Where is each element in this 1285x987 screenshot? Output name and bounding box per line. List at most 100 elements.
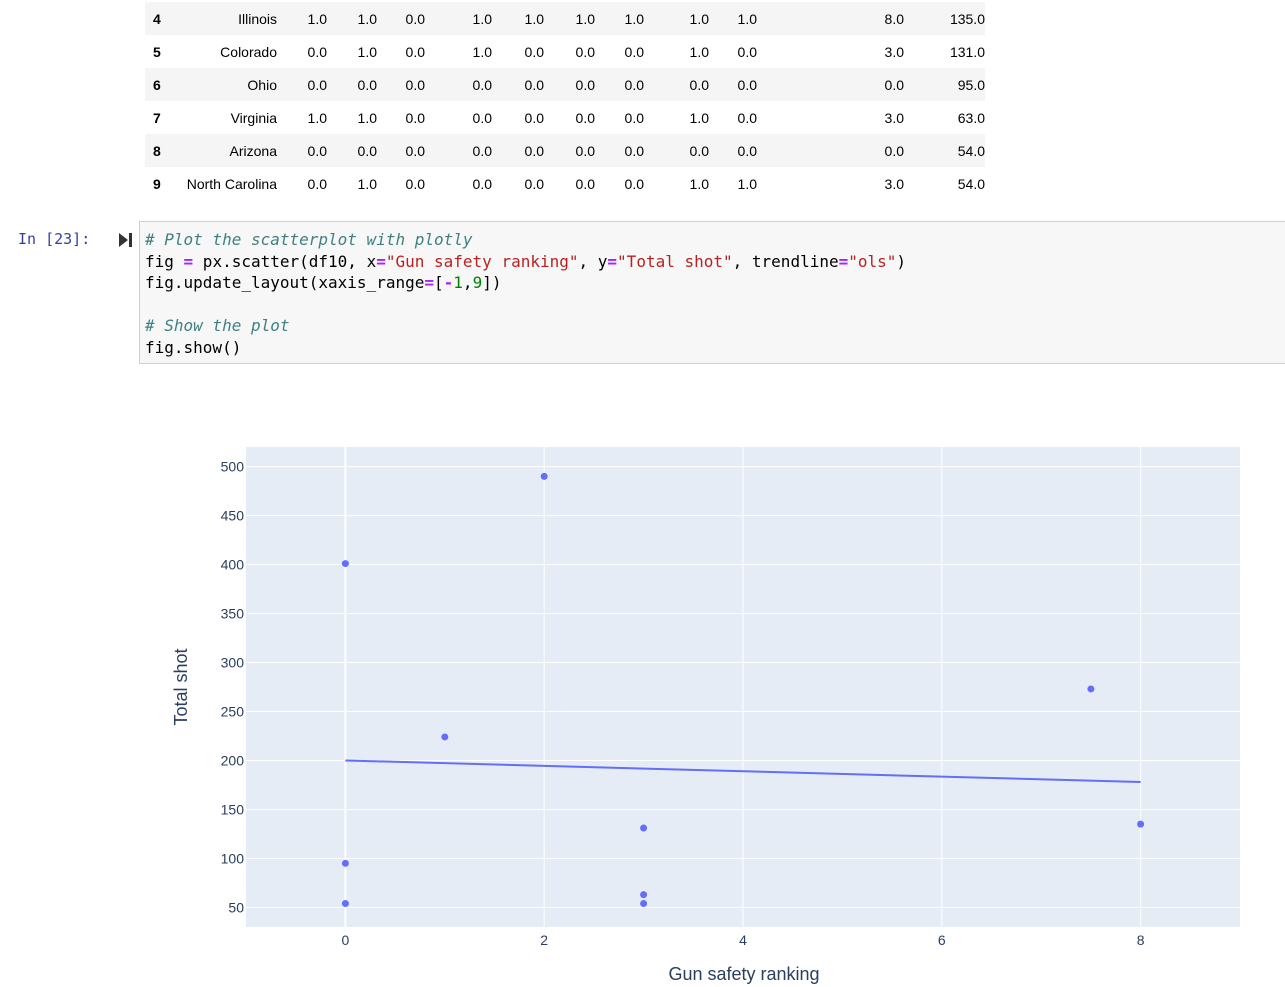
scatter-point[interactable]	[540, 472, 548, 480]
code-token: ])	[482, 273, 502, 293]
code-token: -	[443, 273, 454, 293]
x-axis-title: Gun safety ranking	[668, 964, 819, 984]
scatter-point[interactable]	[441, 733, 449, 741]
value-cell-ranking: 3.0	[884, 43, 904, 60]
value-cell-c9: 1.0	[709, 2, 757, 35]
code-text[interactable]: # Plot the scatterplot with plotly fig =…	[145, 229, 906, 359]
state-cell: Illinois	[175, 2, 277, 35]
y-tick-label: 500	[221, 459, 245, 475]
value-cell-c6: 0.0	[544, 68, 595, 101]
ols-trendline[interactable]	[345, 759, 1141, 784]
row-index: 5	[153, 43, 161, 60]
value-cell-c4: 1.0	[472, 43, 492, 60]
scatter-point[interactable]	[640, 824, 648, 832]
code-token: , trendline	[732, 251, 839, 271]
value-cell-c1: 0.0	[277, 68, 327, 101]
y-tick-label: 100	[221, 850, 245, 866]
y-tick-label: 300	[221, 655, 245, 671]
points-layer	[341, 472, 1145, 907]
state-cell: Ohio	[175, 68, 277, 101]
dataframe-body: 4 Illinois 1.0 1.0 0.0 1.0 1.0 1.0 1.0 1.0 1.0 8.0 1…	[145, 2, 985, 200]
value-cell-c9: 0.0	[709, 68, 757, 101]
scatter-point[interactable]	[640, 891, 648, 899]
code-token: =	[607, 251, 618, 271]
value-cell-total: 131.0	[949, 43, 985, 60]
code-token: # Show the plot	[145, 316, 290, 336]
value-cell-c3: 0.0	[405, 175, 425, 192]
value-cell-c3: 0.0	[405, 43, 425, 60]
value-cell-total: 135.0	[904, 2, 985, 35]
value-cell-total: 95.0	[904, 68, 985, 101]
value-cell-c2: 1.0	[357, 175, 377, 192]
value-cell-c6: 0.0	[575, 175, 595, 192]
value-cell-c6: 0.0	[544, 134, 595, 167]
value-cell-c9: 0.0	[737, 109, 757, 126]
value-cell-c8: 1.0	[689, 175, 709, 192]
value-cell-c8: 0.0	[644, 68, 709, 101]
code-token: =	[183, 251, 194, 271]
code-cell-editor[interactable]: # Plot the scatterplot with plotly fig =…	[139, 221, 1285, 364]
scatter-point[interactable]	[341, 560, 349, 568]
scatter-point[interactable]	[640, 899, 648, 907]
value-cell-c9: 0.0	[737, 43, 757, 60]
value-cell-c6: 1.0	[544, 2, 595, 35]
value-cell-c1: 0.0	[277, 134, 327, 167]
code-token: =	[424, 273, 434, 293]
value-cell-c5: 0.0	[492, 134, 544, 167]
value-cell-c5: 0.0	[492, 68, 544, 101]
row-index: 8	[145, 134, 175, 167]
value-cell-c7: 1.0	[595, 2, 644, 35]
value-cell-c3: 0.0	[377, 2, 425, 35]
table-row: 6 Ohio 0.0 0.0 0.0 0.0 0.0 0.0 0.0 0.0 0.0 0.0 95.0	[145, 68, 985, 101]
code-token: "Total shot"	[617, 251, 733, 271]
code-token: )	[896, 251, 907, 271]
y-tick-label: 200	[221, 752, 245, 768]
code-token: 1	[453, 273, 463, 293]
trendline-layer	[345, 759, 1141, 784]
table-row: 5 Colorado 0.0 1.0 0.0 1.0 0.0 0.0 0.0 1.0 0.0 3.0 1…	[145, 35, 985, 68]
value-cell-total: 63.0	[957, 109, 985, 126]
code-token: 9	[472, 273, 483, 293]
code-token: ,	[462, 273, 473, 293]
x-tick-label: 0	[342, 932, 350, 948]
scatter-point[interactable]	[1137, 820, 1145, 828]
code-token: , y	[578, 251, 608, 271]
value-cell-c8: 0.0	[644, 134, 709, 167]
value-cell-c5: 0.0	[524, 43, 544, 60]
value-cell-ranking: 8.0	[757, 2, 904, 35]
row-index: 9	[153, 175, 161, 192]
value-cell-c7: 0.0	[624, 109, 644, 126]
y-axis-title: Total shot	[171, 648, 191, 725]
y-tick-label: 400	[221, 557, 245, 573]
table-row: 8 Arizona 0.0 0.0 0.0 0.0 0.0 0.0 0.0 0.0 0.0 0.0 54…	[145, 134, 985, 167]
value-cell-total: 54.0	[904, 134, 985, 167]
scatter-point[interactable]	[341, 859, 349, 867]
state-cell: Colorado	[220, 43, 277, 60]
value-cell-c6: 0.0	[575, 43, 595, 60]
row-index: 7	[153, 109, 161, 126]
value-cell-c8: 1.0	[689, 109, 709, 126]
scatter-point[interactable]	[341, 899, 349, 907]
value-cell-c4: 0.0	[472, 175, 492, 192]
code-token: "ols"	[848, 251, 897, 271]
scatter-point[interactable]	[1087, 685, 1095, 693]
value-cell-c8: 1.0	[689, 43, 709, 60]
table-row: 9 North Carolina 0.0 1.0 0.0 0.0 0.0 0.0 0.0 1.0 1…	[145, 167, 985, 200]
run-cell-icon[interactable]	[119, 233, 132, 247]
gridlines	[246, 447, 1240, 927]
tick-labels: 50 100 150 200 250 300 350 400 450 500 0 2 4 6 8	[221, 459, 1145, 948]
value-cell-c2: 1.0	[357, 43, 377, 60]
y-tick-label: 250	[221, 703, 245, 719]
row-index: 4	[145, 2, 175, 35]
x-tick-label: 6	[938, 932, 946, 948]
code-token: # Plot the scatterplot with plotly	[145, 230, 473, 249]
y-tick-label: 450	[221, 508, 245, 524]
state-cell: Arizona	[175, 134, 277, 167]
x-tick-label: 8	[1137, 932, 1145, 948]
dataframe-table: 4 Illinois 1.0 1.0 0.0 1.0 1.0 1.0 1.0 1.0 1.0 8.0 1…	[145, 2, 985, 200]
value-cell-c7: 0.0	[624, 43, 644, 60]
value-cell-c1: 0.0	[307, 43, 327, 60]
cell-prompt: In [23]:	[18, 230, 91, 248]
value-cell-c8: 1.0	[644, 2, 709, 35]
